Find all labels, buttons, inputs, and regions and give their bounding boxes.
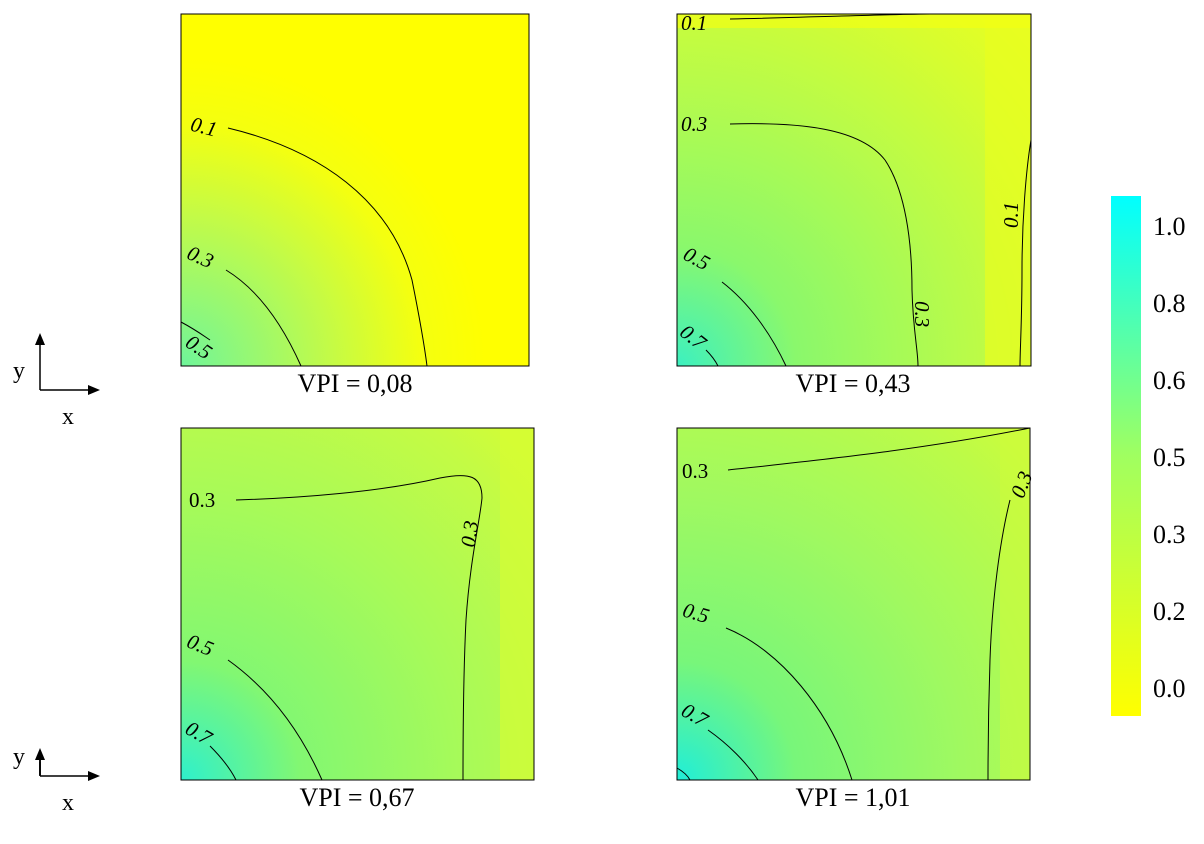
axis-indicator-y-arrowhead xyxy=(35,333,45,345)
colorbar-tick-label: 0.3 xyxy=(1153,520,1186,549)
axis-indicator-y-label: y xyxy=(13,358,25,384)
panel-3-frame xyxy=(180,427,535,781)
panel-4-contour-0.5 xyxy=(725,627,853,781)
panel-4-label-1: 0.3 xyxy=(682,459,708,483)
panel-2: 0.1 0.3 0.5 0.7 0.3 0.1 VPI = 0,43 xyxy=(675,11,1032,398)
axis-indicator-x-arrowhead xyxy=(88,771,100,781)
panel-3-right-band xyxy=(500,428,534,780)
colorbar-ticks: 1.0 0.8 0.6 0.5 0.3 0.2 0.0 xyxy=(1153,212,1186,703)
colorbar-tick-label: 0.8 xyxy=(1153,289,1186,318)
colorbar: 1.0 0.8 0.6 0.5 0.3 0.2 0.0 xyxy=(1111,196,1186,716)
panel-2-label-1: 0.1 xyxy=(681,11,707,35)
panel-3-field xyxy=(181,428,534,780)
panel-1-frame xyxy=(180,13,530,367)
panel-2-label-5: 0.3 xyxy=(910,301,934,327)
panel-2-field xyxy=(677,14,1031,366)
panel-2-label-6: 0.1 xyxy=(999,202,1023,228)
panel-3: 0.3 0.5 0.7 0.3 VPI = 0,67 xyxy=(180,427,535,812)
panel-4-title: VPI = 1,01 xyxy=(795,783,910,812)
colorbar-tick-label: 0.2 xyxy=(1153,597,1186,626)
panel-3-contour-0.3 xyxy=(235,475,483,781)
panel-1-contour-0.1 xyxy=(227,127,428,367)
panel-4: 0.3 0.5 0.7 0.3 VPI = 1,01 xyxy=(676,427,1038,812)
panel-3-contour-0.7 xyxy=(209,745,237,781)
panel-2-contour-0.7 xyxy=(705,349,719,367)
panel-3-label-4: 0.3 xyxy=(456,519,483,548)
panel-1-title: VPI = 0,08 xyxy=(297,369,412,398)
axis-indicator-y-arrowhead xyxy=(35,748,45,760)
panel-4-contour-0.3-right xyxy=(987,499,1011,781)
panel-4-right-band xyxy=(1000,428,1030,780)
panel-3-label-1: 0.3 xyxy=(189,488,215,512)
panel-2-contour-0.3 xyxy=(729,123,919,367)
axis-indicator-y-label: y xyxy=(13,744,25,770)
axis-indicator-x-label: x xyxy=(62,790,74,816)
panel-4-contour-0.7 xyxy=(707,729,759,781)
colorbar-gradient xyxy=(1111,196,1141,716)
panel-1-contour-0.5 xyxy=(180,321,211,341)
panel-2-top-band xyxy=(677,14,1031,28)
axis-indicator-top: y x xyxy=(13,333,100,430)
panel-2-frame xyxy=(676,13,1032,367)
axis-indicator-bottom: y x xyxy=(13,744,100,816)
panel-4-contour-0.9 xyxy=(676,767,691,781)
panel-4-field xyxy=(677,428,1030,780)
panel-2-label-2: 0.3 xyxy=(681,112,707,136)
colorbar-tick-label: 0.5 xyxy=(1153,443,1186,472)
panel-2-title: VPI = 0,43 xyxy=(795,369,910,398)
panel-2-contour-0.5 xyxy=(721,281,787,367)
panel-2-right-band xyxy=(985,14,1031,366)
colorbar-tick-label: 0.6 xyxy=(1153,366,1186,395)
panel-4-frame xyxy=(676,427,1031,781)
colorbar-tick-label: 0.0 xyxy=(1153,674,1186,703)
panel-3-title: VPI = 0,67 xyxy=(299,783,414,812)
panel-1: 0.1 0.3 0.5 VPI = 0,08 xyxy=(180,13,530,398)
panel-1-contour-0.3 xyxy=(225,269,302,367)
panel-3-contour-0.5 xyxy=(227,659,323,781)
axis-indicator-x-label: x xyxy=(62,404,74,430)
panel-2-contour-0.1-right xyxy=(1019,139,1032,367)
panel-4-contour-0.3-top xyxy=(727,427,1031,471)
axis-indicator-x-arrowhead xyxy=(88,385,100,395)
colorbar-tick-label: 1.0 xyxy=(1153,212,1186,241)
